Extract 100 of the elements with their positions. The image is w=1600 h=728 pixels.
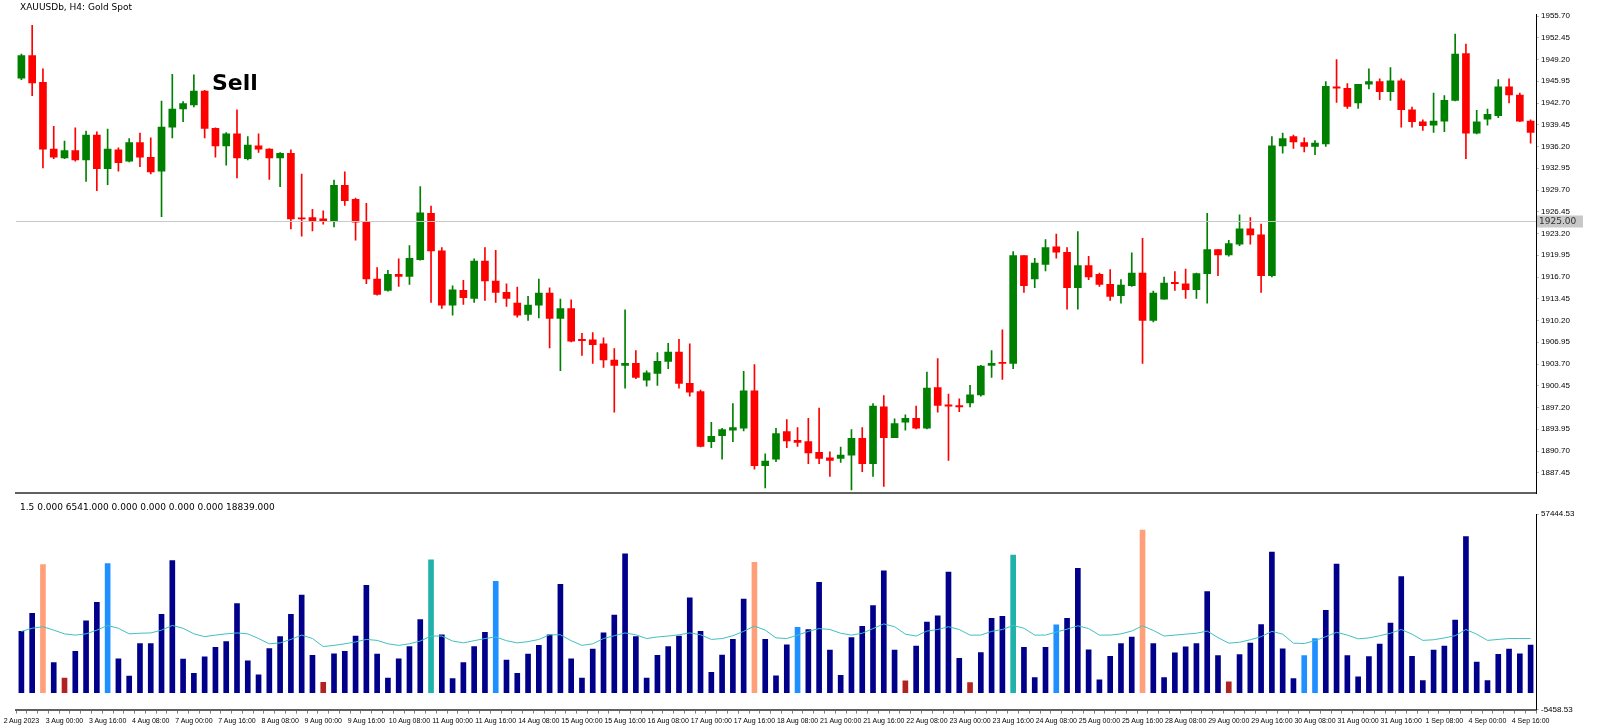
bar	[1107, 655, 1114, 693]
ref-line-label: 1925.00	[1539, 215, 1577, 226]
candlestick	[707, 421, 716, 449]
bar	[169, 560, 176, 693]
bar	[730, 639, 736, 693]
bar	[708, 672, 715, 693]
bar	[579, 677, 585, 693]
bar	[880, 570, 887, 693]
y-tick-label: 1936.20	[1541, 141, 1571, 151]
bar	[1075, 567, 1081, 693]
bar	[1409, 655, 1415, 693]
bar	[1150, 643, 1157, 693]
candlestick	[621, 309, 629, 389]
bar	[1301, 655, 1308, 693]
bar	[924, 621, 930, 693]
bar	[1322, 609, 1329, 693]
y-tick-label: 1929.70	[1541, 185, 1571, 195]
bar	[72, 650, 79, 693]
bar	[1118, 643, 1124, 693]
chart-title: XAUUSDb, H4: Gold Spot	[20, 1, 133, 12]
bar	[773, 675, 779, 693]
bar	[816, 581, 822, 693]
bar	[1473, 661, 1480, 693]
bar	[977, 652, 984, 693]
y-tick-label: 1906.95	[1541, 337, 1571, 347]
bar	[1010, 554, 1016, 693]
bar	[902, 680, 909, 693]
candlestick	[491, 249, 500, 303]
bar	[837, 674, 844, 693]
bar	[244, 660, 251, 693]
y-tick-label: 1900.45	[1541, 380, 1571, 390]
candlestick	[1052, 233, 1061, 259]
candlestick	[1171, 271, 1179, 291]
candlestick	[826, 451, 834, 477]
bar	[438, 634, 445, 693]
bar	[1021, 646, 1027, 693]
bar	[298, 594, 305, 693]
bar	[514, 673, 521, 693]
bar	[1204, 591, 1211, 693]
candlestick	[718, 427, 726, 460]
bar	[1506, 648, 1512, 693]
bar	[1161, 677, 1167, 693]
bar	[277, 636, 283, 693]
bar	[94, 602, 100, 693]
bar	[1312, 638, 1318, 693]
bar	[622, 553, 628, 693]
bar	[676, 635, 682, 693]
bar	[1172, 652, 1178, 693]
candlestick	[761, 453, 770, 489]
y-tick-label: 1890.70	[1541, 446, 1571, 456]
candlestick	[815, 407, 823, 465]
bar	[665, 646, 672, 693]
bar	[1398, 576, 1405, 693]
bar	[1215, 655, 1221, 693]
bar	[428, 559, 434, 693]
bar	[40, 564, 46, 693]
bar	[288, 613, 294, 693]
bar	[762, 639, 769, 693]
y-tick-label: 1955.70	[1541, 11, 1571, 21]
bar	[126, 675, 133, 693]
candlestick	[297, 173, 306, 237]
annotation: Sell	[212, 69, 258, 95]
bar	[341, 650, 348, 693]
bar	[417, 619, 424, 693]
candlestick	[1311, 140, 1319, 155]
bar	[1463, 536, 1469, 693]
bar	[1366, 656, 1372, 693]
candlestick	[1246, 217, 1255, 245]
y-tick-label: 1945.95	[1541, 76, 1571, 86]
bar	[568, 658, 575, 693]
y-tick-label: 1893.95	[1541, 424, 1571, 434]
y-tick-label: 1952.45	[1541, 32, 1571, 42]
bar	[1517, 653, 1523, 693]
y-tick-label: 1926.45	[1541, 206, 1571, 216]
bar	[331, 653, 337, 693]
bar	[525, 653, 531, 693]
bar	[967, 682, 973, 693]
candlestick	[1365, 68, 1373, 90]
bar	[395, 658, 402, 693]
bar	[783, 644, 790, 693]
y-tick-label: 1913.45	[1541, 293, 1571, 303]
bar	[686, 597, 693, 693]
bar	[471, 646, 477, 693]
bar	[180, 658, 186, 693]
y-tick-label: 1897.20	[1541, 402, 1571, 412]
candlestick	[729, 403, 737, 442]
bar	[1064, 617, 1070, 693]
bar	[1247, 642, 1254, 693]
candlestick	[578, 332, 586, 356]
y-tick-label: 1949.20	[1541, 54, 1571, 64]
bar	[719, 654, 725, 693]
bar	[1495, 654, 1502, 693]
candlestick	[610, 348, 619, 413]
bar	[1290, 678, 1297, 693]
bar	[50, 662, 57, 693]
bar	[191, 673, 197, 693]
bar	[1053, 624, 1060, 693]
bar	[1225, 681, 1232, 693]
y-tick-label: 1919.95	[1541, 250, 1571, 260]
bar	[1376, 643, 1383, 693]
